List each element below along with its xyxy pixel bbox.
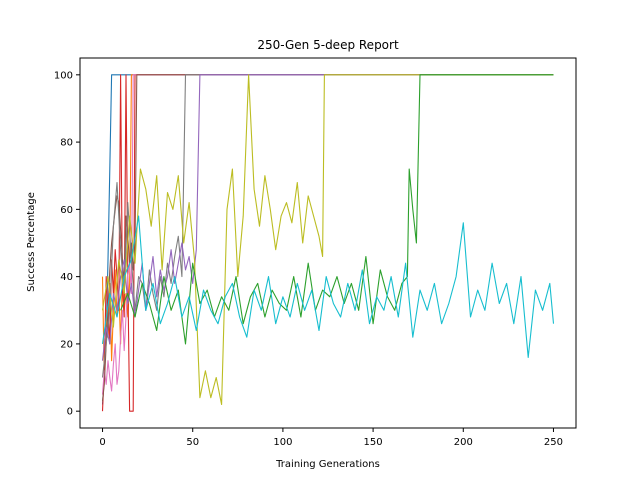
series-line-8 [101,74,554,406]
x-axis: 0 50 100 150 200 250 [99,428,563,448]
series-line-1 [101,74,554,405]
y-tick-label: 60 [60,205,73,216]
plot-area [101,74,555,412]
series-line-6 [101,74,554,378]
x-axis-title: Training Generations [275,459,380,470]
x-tick-label: 200 [454,437,473,448]
series-line-2 [101,74,554,379]
plot-frame [79,57,577,429]
y-tick-label: 80 [60,138,73,149]
x-tick-label: 50 [186,437,199,448]
y-tick-label: 100 [54,70,73,81]
x-tick-label: 250 [544,437,563,448]
x-tick-label: 0 [99,437,105,448]
y-axis: 0 20 40 60 80 100 [54,70,80,418]
chart-title: 250-Gen 5-deep Report [257,38,399,52]
series-line-7 [101,74,554,361]
y-tick-label: 20 [60,339,73,350]
y-axis-title: Success Percentage [26,192,37,292]
y-tick-label: 0 [67,407,73,418]
y-tick-label: 40 [60,272,73,283]
series-line-4 [101,74,554,395]
series-line-9 [120,74,554,345]
x-tick-label: 150 [364,437,383,448]
x-tick-label: 100 [273,437,292,448]
series-line-3 [101,74,554,412]
series-line-10 [101,215,555,358]
series-line-5 [101,74,554,402]
